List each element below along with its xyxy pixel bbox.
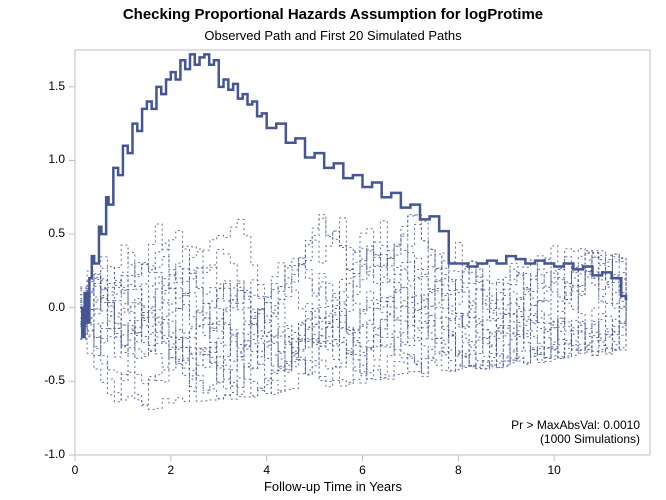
- chart-container: Checking Proportional Hazards Assumption…: [0, 0, 666, 500]
- x-tick-label: 2: [161, 463, 181, 477]
- y-tick-label: 0.0: [48, 300, 65, 314]
- x-tick-label: 4: [257, 463, 277, 477]
- x-tick-label: 0: [65, 463, 85, 477]
- y-tick-label: -0.5: [44, 373, 65, 387]
- annotation-line-2: (1000 Simulations): [511, 432, 640, 446]
- annotation-block: Pr > MaxAbsVal: 0.0010 (1000 Simulations…: [511, 418, 640, 447]
- y-tick-label: 1.0: [48, 152, 65, 166]
- x-tick-label: 6: [353, 463, 373, 477]
- y-tick-label: 0.5: [48, 226, 65, 240]
- y-tick-label: 1.5: [48, 79, 65, 93]
- x-tick-label: 10: [544, 463, 564, 477]
- y-tick-label: -1.0: [44, 447, 65, 461]
- annotation-line-1: Pr > MaxAbsVal: 0.0010: [511, 418, 640, 432]
- x-tick-label: 8: [448, 463, 468, 477]
